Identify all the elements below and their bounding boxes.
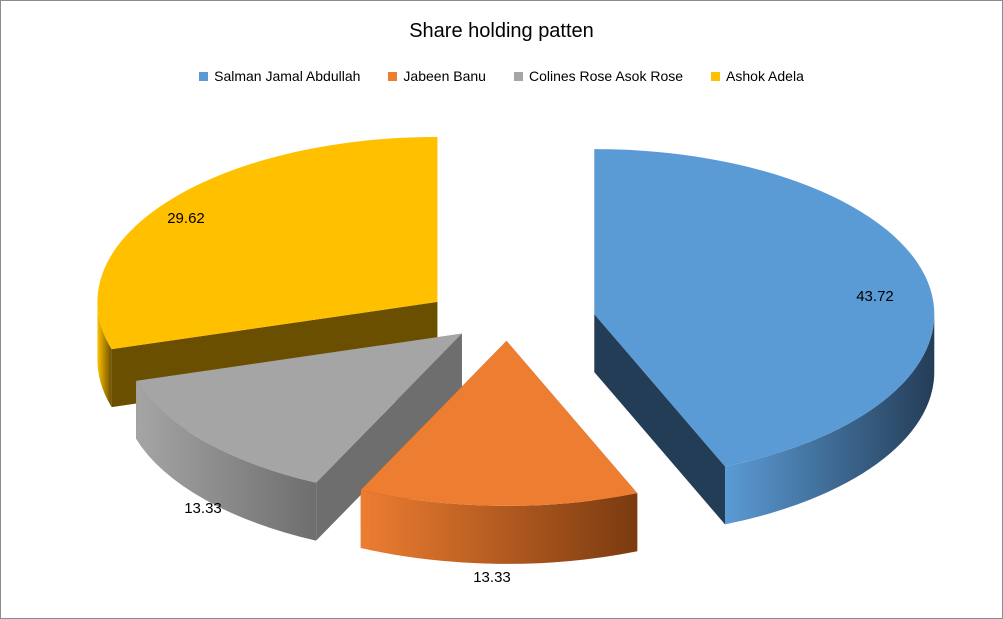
data-label: 13.33: [473, 569, 511, 586]
legend-label: Ashok Adela: [726, 68, 804, 84]
legend-item: Ashok Adela: [711, 68, 804, 84]
slice-outer-wall: [724, 314, 935, 525]
data-label: 29.62: [167, 210, 205, 227]
slice-top-face: [136, 333, 462, 483]
legend-item: Jabeen Banu: [388, 68, 486, 84]
slice-side-face: [594, 314, 725, 525]
legend-label: Colines Rose Asok Rose: [528, 68, 684, 84]
chart-title: Share holding patten: [409, 20, 594, 42]
slice-top-face: [360, 340, 638, 506]
pie-slice: [136, 333, 462, 541]
legend-swatch: [199, 71, 209, 81]
slice-top-face: [97, 136, 438, 350]
slice-outer-wall: [360, 489, 638, 564]
legend-label: Salman Jamal Abdullah: [214, 68, 361, 84]
pie-plot: 43.72 13.33 13.33 29.62: [97, 136, 935, 586]
legend-label: Jabeen Banu: [403, 68, 486, 84]
legend-item: Salman Jamal Abdullah: [199, 68, 360, 84]
slice-outer-wall: [97, 301, 112, 408]
legend-swatch: [513, 71, 523, 81]
slice-outer-wall: [136, 380, 317, 541]
pie-slice: [594, 149, 935, 525]
pie-slice: [360, 340, 638, 564]
legend-item: Colines Rose Asok Rose: [513, 68, 684, 84]
data-label: 43.72: [856, 288, 894, 305]
data-label: 13.33: [184, 500, 222, 517]
chart-legend: Salman Jamal Abdullah Jabeen Banu Coline…: [0, 68, 1003, 84]
slice-top-face: [594, 149, 935, 467]
legend-swatch: [388, 71, 398, 81]
legend-swatch: [711, 71, 721, 81]
